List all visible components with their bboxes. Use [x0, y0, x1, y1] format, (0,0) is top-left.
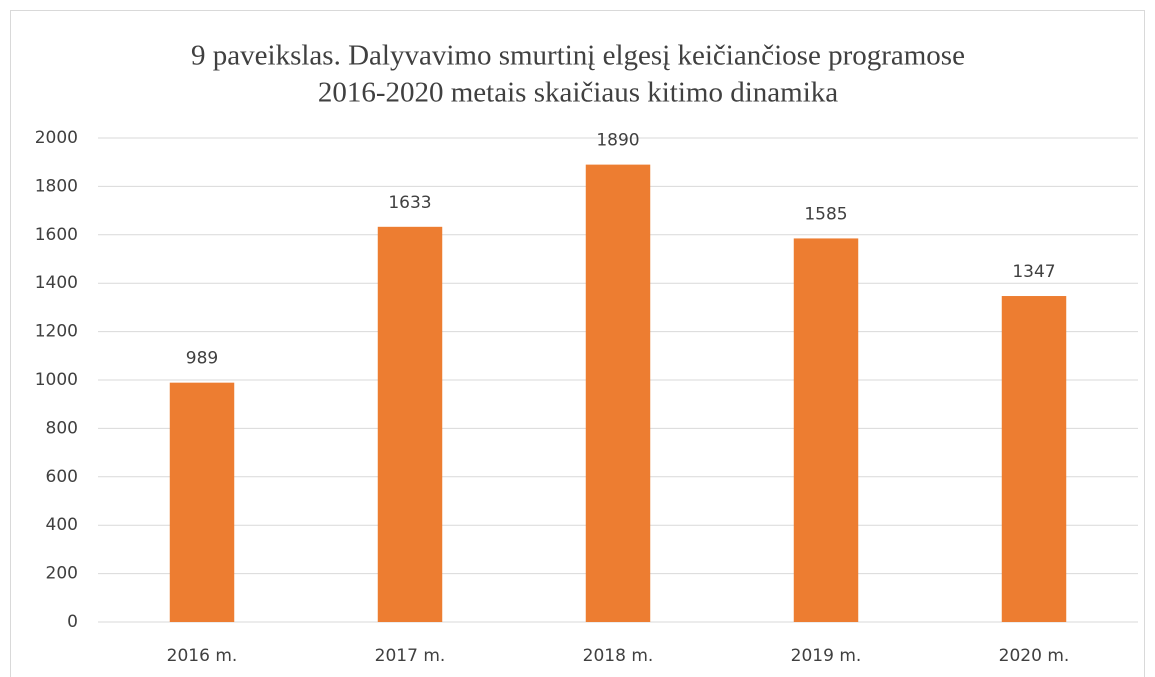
data-label: 1890 [596, 131, 639, 151]
y-tick-label: 2000 [35, 128, 78, 148]
y-tick-label: 200 [46, 564, 78, 584]
bar [169, 382, 235, 622]
y-tick-label: 800 [46, 418, 78, 438]
data-label: 1633 [388, 193, 431, 213]
chart-title: 2016-2020 metais skaičiaus kitimo dinami… [318, 77, 838, 109]
data-label: 989 [186, 349, 218, 369]
data-label: 1347 [1012, 262, 1055, 282]
x-tick-label: 2020 m. [999, 646, 1070, 666]
y-tick-label: 1800 [35, 176, 78, 196]
y-tick-label: 600 [46, 467, 78, 487]
x-tick-label: 2019 m. [791, 646, 862, 666]
y-tick-label: 1200 [35, 322, 78, 342]
bar [377, 226, 443, 622]
y-tick-label: 400 [46, 515, 78, 535]
y-tick-label: 1000 [35, 370, 78, 390]
bar [793, 238, 859, 622]
x-tick-label: 2018 m. [583, 646, 654, 666]
bar [1001, 296, 1067, 622]
data-label: 1585 [804, 204, 847, 224]
chart-title: 9 paveikslas. Dalyvavimo smurtinį elgesį… [191, 40, 965, 72]
x-tick-label: 2017 m. [375, 646, 446, 666]
x-tick-label: 2016 m. [167, 646, 238, 666]
y-tick-label: 0 [67, 612, 78, 632]
y-tick-label: 1400 [35, 273, 78, 293]
y-tick-label: 1600 [35, 225, 78, 245]
bar [585, 164, 651, 622]
